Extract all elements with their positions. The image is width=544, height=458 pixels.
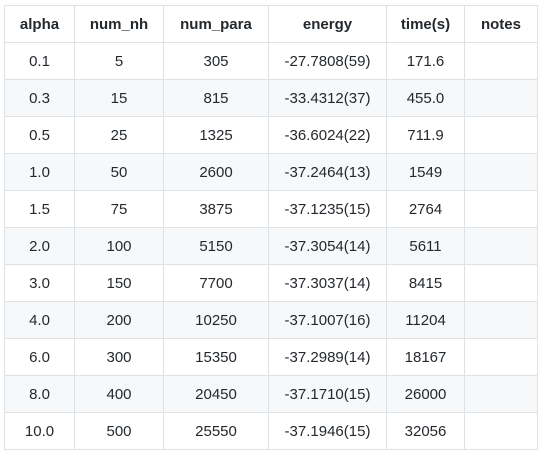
- cell-time: 8415: [386, 264, 465, 302]
- header-energy: energy: [268, 5, 387, 43]
- cell-notes: [464, 190, 538, 228]
- cell-num-para: 3875: [163, 190, 269, 228]
- cell-num-nh: 25: [74, 116, 164, 154]
- cell-alpha: 8.0: [4, 375, 75, 413]
- cell-alpha: 2.0: [4, 227, 75, 265]
- table-row: 1.0 50 2600 -37.2464(13) 1549: [4, 153, 538, 191]
- cell-energy: -37.1946(15): [268, 412, 387, 450]
- cell-num-nh: 300: [74, 338, 164, 376]
- cell-notes: [464, 227, 538, 265]
- cell-num-para: 25550: [163, 412, 269, 450]
- header-notes: notes: [464, 5, 538, 43]
- cell-notes: [464, 42, 538, 80]
- table-row: 0.5 25 1325 -36.6024(22) 711.9: [4, 116, 538, 154]
- cell-num-nh: 150: [74, 264, 164, 302]
- cell-energy: -37.2989(14): [268, 338, 387, 376]
- cell-alpha: 1.0: [4, 153, 75, 191]
- cell-num-para: 305: [163, 42, 269, 80]
- cell-time: 2764: [386, 190, 465, 228]
- header-row: alpha num_nh num_para energy time(s) not…: [4, 5, 538, 43]
- cell-time: 18167: [386, 338, 465, 376]
- cell-num-nh: 75: [74, 190, 164, 228]
- cell-num-nh: 500: [74, 412, 164, 450]
- cell-num-para: 10250: [163, 301, 269, 339]
- cell-time: 11204: [386, 301, 465, 339]
- table-row: 0.1 5 305 -27.7808(59) 171.6: [4, 42, 538, 80]
- cell-num-para: 7700: [163, 264, 269, 302]
- table-row: 6.0 300 15350 -37.2989(14) 18167: [4, 338, 538, 376]
- cell-num-para: 5150: [163, 227, 269, 265]
- cell-time: 5611: [386, 227, 465, 265]
- table-row: 8.0 400 20450 -37.1710(15) 26000: [4, 375, 538, 413]
- results-table: alpha num_nh num_para energy time(s) not…: [4, 5, 538, 450]
- cell-num-nh: 200: [74, 301, 164, 339]
- cell-alpha: 0.1: [4, 42, 75, 80]
- cell-num-nh: 100: [74, 227, 164, 265]
- cell-alpha: 10.0: [4, 412, 75, 450]
- cell-num-para: 1325: [163, 116, 269, 154]
- cell-num-nh: 5: [74, 42, 164, 80]
- cell-energy: -37.3037(14): [268, 264, 387, 302]
- cell-notes: [464, 264, 538, 302]
- cell-notes: [464, 301, 538, 339]
- cell-time: 26000: [386, 375, 465, 413]
- cell-notes: [464, 412, 538, 450]
- cell-energy: -37.1710(15): [268, 375, 387, 413]
- cell-energy: -33.4312(37): [268, 79, 387, 117]
- cell-time: 711.9: [386, 116, 465, 154]
- cell-energy: -37.3054(14): [268, 227, 387, 265]
- cell-notes: [464, 116, 538, 154]
- cell-energy: -27.7808(59): [268, 42, 387, 80]
- cell-num-nh: 50: [74, 153, 164, 191]
- table-row: 0.3 15 815 -33.4312(37) 455.0: [4, 79, 538, 117]
- header-num-para: num_para: [163, 5, 269, 43]
- cell-num-nh: 400: [74, 375, 164, 413]
- cell-time: 32056: [386, 412, 465, 450]
- cell-time: 171.6: [386, 42, 465, 80]
- cell-alpha: 0.5: [4, 116, 75, 154]
- cell-energy: -37.1007(16): [268, 301, 387, 339]
- cell-num-para: 15350: [163, 338, 269, 376]
- header-time: time(s): [386, 5, 465, 43]
- cell-time: 1549: [386, 153, 465, 191]
- cell-notes: [464, 153, 538, 191]
- results-table-container: alpha num_nh num_para energy time(s) not…: [4, 5, 538, 450]
- cell-notes: [464, 338, 538, 376]
- cell-num-para: 815: [163, 79, 269, 117]
- cell-alpha: 3.0: [4, 264, 75, 302]
- table-header: alpha num_nh num_para energy time(s) not…: [4, 5, 538, 43]
- cell-alpha: 6.0: [4, 338, 75, 376]
- table-row: 1.5 75 3875 -37.1235(15) 2764: [4, 190, 538, 228]
- cell-num-para: 2600: [163, 153, 269, 191]
- cell-num-para: 20450: [163, 375, 269, 413]
- table-row: 2.0 100 5150 -37.3054(14) 5611: [4, 227, 538, 265]
- cell-notes: [464, 79, 538, 117]
- cell-num-nh: 15: [74, 79, 164, 117]
- table-row: 10.0 500 25550 -37.1946(15) 32056: [4, 412, 538, 450]
- cell-notes: [464, 375, 538, 413]
- cell-energy: -37.1235(15): [268, 190, 387, 228]
- table-row: 4.0 200 10250 -37.1007(16) 11204: [4, 301, 538, 339]
- header-alpha: alpha: [4, 5, 75, 43]
- cell-energy: -37.2464(13): [268, 153, 387, 191]
- cell-alpha: 4.0: [4, 301, 75, 339]
- table-body: 0.1 5 305 -27.7808(59) 171.6 0.3 15 815 …: [4, 42, 538, 450]
- table-row: 3.0 150 7700 -37.3037(14) 8415: [4, 264, 538, 302]
- header-num-nh: num_nh: [74, 5, 164, 43]
- cell-alpha: 0.3: [4, 79, 75, 117]
- cell-time: 455.0: [386, 79, 465, 117]
- cell-alpha: 1.5: [4, 190, 75, 228]
- cell-energy: -36.6024(22): [268, 116, 387, 154]
